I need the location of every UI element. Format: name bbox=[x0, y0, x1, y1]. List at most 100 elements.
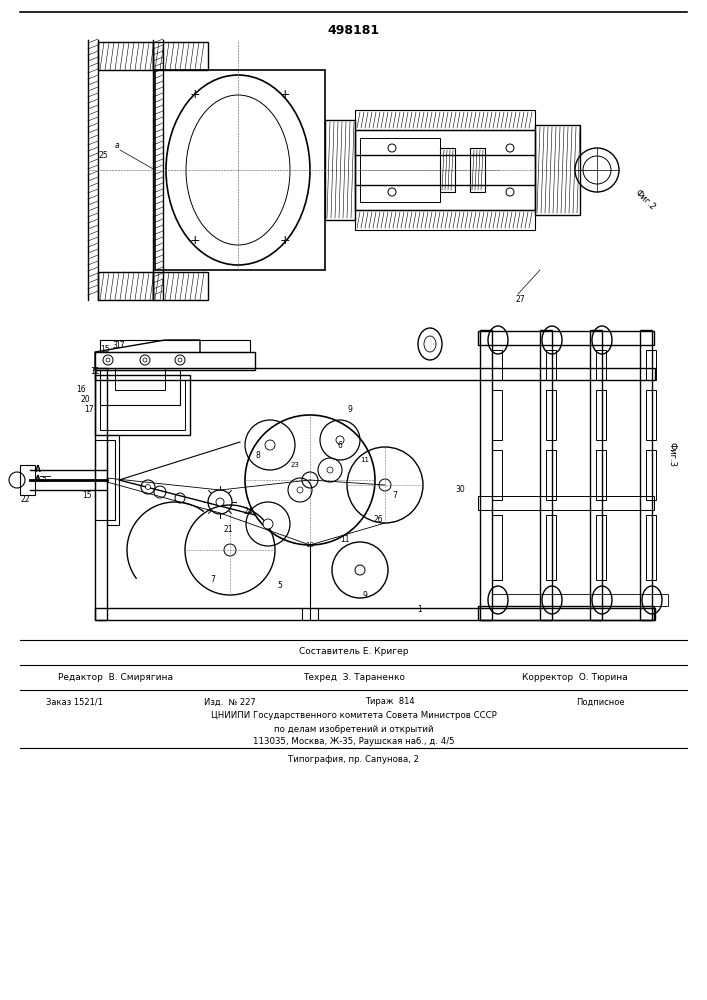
Bar bbox=[596, 350, 606, 380]
Bar bbox=[590, 330, 602, 620]
Bar bbox=[646, 350, 656, 380]
Circle shape bbox=[106, 358, 110, 362]
Circle shape bbox=[143, 358, 147, 362]
Text: Редактор  В. Смирягина: Редактор В. Смирягина bbox=[57, 672, 173, 682]
Text: 9: 9 bbox=[348, 406, 352, 414]
Bar bbox=[95, 440, 115, 520]
Text: Техред  З. Тараненко: Техред З. Тараненко bbox=[303, 672, 405, 682]
Text: 498181: 498181 bbox=[328, 23, 380, 36]
Bar bbox=[596, 515, 606, 580]
Text: по делам изобретений и открытий: по делам изобретений и открытий bbox=[274, 724, 434, 734]
Text: 24: 24 bbox=[243, 508, 253, 516]
Text: 3: 3 bbox=[112, 340, 117, 350]
Bar bbox=[100, 340, 250, 352]
Circle shape bbox=[297, 487, 303, 493]
Bar bbox=[155, 70, 325, 270]
Text: 15: 15 bbox=[83, 490, 92, 499]
Bar bbox=[596, 450, 606, 500]
Text: 25: 25 bbox=[98, 150, 108, 159]
Bar bbox=[355, 210, 535, 230]
Text: 15: 15 bbox=[100, 346, 110, 355]
Bar bbox=[480, 330, 492, 620]
Text: 6: 6 bbox=[337, 440, 342, 450]
Circle shape bbox=[336, 436, 344, 444]
Text: Составитель Е. Кригер: Составитель Е. Кригер bbox=[299, 647, 409, 656]
Text: ЦНИИПИ Государственного комитета Совета Министров СССР: ЦНИИПИ Государственного комитета Совета … bbox=[211, 712, 497, 720]
Bar bbox=[100, 370, 180, 405]
Text: Тираж  814: Тираж 814 bbox=[366, 698, 415, 706]
Text: 1: 1 bbox=[418, 605, 422, 614]
Text: Корректор  О. Тюрина: Корректор О. Тюрина bbox=[522, 672, 628, 682]
Text: +: + bbox=[280, 89, 291, 102]
Text: Заказ 1521/1: Заказ 1521/1 bbox=[47, 698, 103, 706]
Bar bbox=[546, 515, 556, 580]
Text: а: а bbox=[115, 141, 119, 150]
Bar bbox=[100, 380, 185, 430]
Text: +: + bbox=[189, 233, 200, 246]
Text: 11: 11 bbox=[361, 457, 370, 463]
Bar bbox=[535, 125, 580, 215]
Bar bbox=[646, 450, 656, 500]
Bar bbox=[98, 272, 153, 300]
Text: А: А bbox=[35, 476, 41, 485]
Bar bbox=[640, 330, 652, 620]
Circle shape bbox=[224, 544, 236, 556]
Bar bbox=[20, 465, 35, 495]
Bar bbox=[478, 496, 654, 510]
Bar bbox=[153, 272, 208, 300]
Bar bbox=[95, 368, 107, 620]
Text: 17: 17 bbox=[84, 406, 94, 414]
Bar bbox=[546, 390, 556, 440]
Bar bbox=[107, 435, 119, 525]
Text: А-а: А-а bbox=[35, 476, 48, 485]
Circle shape bbox=[327, 467, 333, 473]
Bar bbox=[646, 390, 656, 440]
Circle shape bbox=[265, 440, 275, 450]
Bar bbox=[360, 138, 440, 202]
Text: 23: 23 bbox=[291, 462, 300, 468]
Circle shape bbox=[355, 565, 365, 575]
Bar bbox=[98, 42, 153, 70]
Text: 7: 7 bbox=[392, 490, 397, 499]
Bar bbox=[492, 390, 502, 440]
Text: 22: 22 bbox=[21, 495, 30, 504]
Text: 17: 17 bbox=[115, 340, 125, 350]
Bar bbox=[115, 368, 165, 390]
Bar bbox=[325, 120, 355, 220]
Bar bbox=[95, 608, 655, 620]
Text: 26: 26 bbox=[373, 516, 382, 524]
Bar bbox=[478, 606, 654, 620]
Text: +: + bbox=[280, 233, 291, 246]
Text: 12: 12 bbox=[90, 367, 100, 376]
Text: 27: 27 bbox=[515, 296, 525, 304]
Bar bbox=[540, 330, 552, 620]
Text: А: А bbox=[35, 466, 41, 475]
Text: Фиг.3: Фиг.3 bbox=[667, 442, 677, 468]
Bar bbox=[492, 450, 502, 500]
Text: 20: 20 bbox=[81, 395, 90, 404]
Text: 7: 7 bbox=[211, 576, 216, 584]
Circle shape bbox=[302, 472, 318, 488]
Text: +: + bbox=[189, 89, 200, 102]
Text: 113035, Москва, Ж-35, Раушская наб., д. 4/5: 113035, Москва, Ж-35, Раушская наб., д. … bbox=[253, 738, 455, 746]
Text: 8: 8 bbox=[256, 450, 260, 460]
Bar bbox=[492, 350, 502, 380]
Bar bbox=[355, 130, 535, 210]
Circle shape bbox=[146, 485, 151, 489]
Circle shape bbox=[216, 498, 224, 506]
Text: 5: 5 bbox=[278, 580, 282, 589]
Text: 16: 16 bbox=[76, 385, 86, 394]
Text: Подписное: Подписное bbox=[575, 698, 624, 706]
Bar bbox=[596, 390, 606, 440]
Bar bbox=[95, 375, 190, 435]
Bar bbox=[546, 450, 556, 500]
Circle shape bbox=[178, 358, 182, 362]
Bar bbox=[153, 42, 208, 70]
Bar bbox=[470, 148, 485, 192]
Bar bbox=[355, 110, 535, 130]
Bar bbox=[646, 515, 656, 580]
Text: Изд.  № 227: Изд. № 227 bbox=[204, 698, 256, 706]
Bar bbox=[492, 594, 668, 606]
Bar bbox=[546, 350, 556, 380]
Text: Фиг.2: Фиг.2 bbox=[633, 188, 657, 212]
